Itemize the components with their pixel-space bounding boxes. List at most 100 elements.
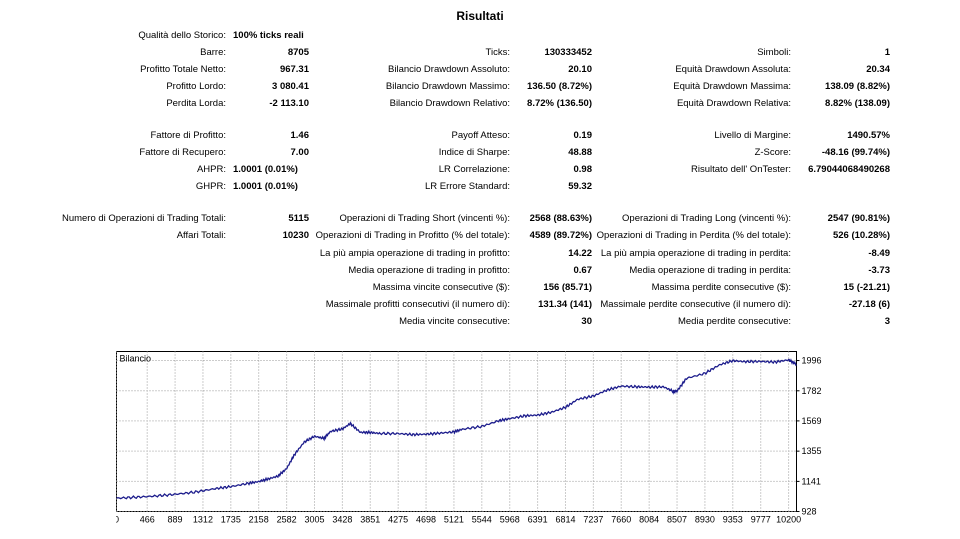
y-tick-label: 1569 [802, 416, 822, 426]
chart-title: Bilancio [120, 354, 152, 364]
y-tick-label: 1996 [802, 356, 822, 366]
stat-value: 136.50 (8.72%) [527, 81, 592, 92]
stat-value: 131.34 (141) [538, 299, 592, 310]
x-tick-label: 0 [116, 515, 119, 525]
y-tick-label: 1355 [802, 446, 822, 456]
stat-value: 1.0001 (0.01%) [233, 164, 298, 175]
stat-value: -48.16 (99.74%) [821, 147, 890, 158]
stat-label: Bilancio Drawdown Assoluto: [388, 64, 510, 75]
stat-value: 130333452 [544, 47, 592, 58]
x-tick-label: 6391 [528, 515, 548, 525]
stat-value: 8705 [287, 47, 309, 58]
stat-label: Equità Drawdown Relativa: [676, 98, 791, 109]
stat-value: 48.88 [568, 147, 592, 158]
x-tick-label: 10200 [776, 515, 801, 525]
stat-label: Equità Drawdown Massima: [673, 81, 791, 92]
x-tick-label: 9777 [751, 515, 771, 525]
x-tick-label: 3005 [304, 515, 324, 525]
stat-label: Media operazione di trading in perdita: [629, 265, 791, 276]
stat-label: LR Correlazione: [438, 164, 510, 175]
stat-label: Equità Drawdown Assoluta: [675, 64, 791, 75]
stat-value: 20.10 [568, 64, 592, 75]
stat-label: Risultato dell' OnTester: [690, 164, 791, 175]
stat-value: 156 (85.71) [543, 282, 592, 293]
stat-value: 7.00 [290, 147, 310, 158]
x-tick-label: 5968 [500, 515, 520, 525]
x-tick-label: 1735 [221, 515, 241, 525]
stat-value: 10230 [282, 230, 309, 241]
x-tick-label: 3428 [332, 515, 352, 525]
stat-label: AHPR: [196, 164, 226, 175]
stat-label: Perdita Lorda: [166, 98, 226, 109]
stat-value: 0.98 [573, 164, 593, 175]
stat-value: 4589 (89.72%) [529, 230, 592, 241]
stat-value: 59.32 [568, 181, 592, 192]
stat-value: 30 [581, 316, 592, 327]
stat-value: -3.73 [868, 265, 890, 276]
stat-value: 138.09 (8.82%) [825, 81, 890, 92]
stat-value: 967.31 [279, 64, 309, 75]
stat-label: Massimale perdite consecutive (il numero… [600, 299, 791, 310]
stat-label: Operazioni di Trading Short (vincenti %)… [339, 213, 510, 224]
balance-series-line [116, 358, 797, 500]
stat-value: -8.49 [868, 248, 890, 259]
stat-label: Affari Totali: [176, 230, 226, 241]
stat-label: Massima perdite consecutive ($): [651, 282, 791, 293]
stat-value: 0.19 [573, 130, 593, 141]
x-tick-label: 7237 [583, 515, 603, 525]
stat-label: Media vincite consecutive: [399, 316, 510, 327]
stat-label: Payoff Atteso: [451, 130, 510, 141]
stat-label: Indice di Sharpe: [438, 147, 510, 158]
stat-label: Fattore di Profitto: [150, 130, 226, 141]
stat-value: -27.18 (6) [848, 299, 890, 310]
stat-label: Media perdite consecutive: [677, 316, 791, 327]
x-tick-label: 466 [140, 515, 155, 525]
stat-label: Bilancio Drawdown Massimo: [385, 81, 510, 92]
stat-label: Profitto Totale Netto: [140, 64, 226, 75]
stat-value: 0.67 [573, 265, 593, 276]
x-tick-label: 8084 [639, 515, 659, 525]
stat-label: LR Errore Standard: [424, 181, 510, 192]
stat-label: Operazioni di Trading in Profitto (% del… [315, 230, 510, 241]
stat-value: 6.79044068490268 [808, 164, 890, 175]
stat-label: La più ampia operazione di trading in pe… [600, 248, 791, 259]
stat-label: Z-Score: [754, 147, 791, 158]
x-tick-label: 1312 [193, 515, 213, 525]
balance-chart: 0 466 889 1312 1735 2158 2582 3005 3428 3851 4275 4… [116, 351, 826, 531]
stat-value: 15 (-21.21) [843, 282, 890, 293]
x-tick-label: 6814 [555, 515, 575, 525]
report-title: Risultati [456, 9, 504, 23]
stat-label: Profitto Lordo: [166, 81, 226, 92]
stat-label: Massima vincite consecutive ($): [372, 282, 510, 293]
stat-value: 2547 (90.81%) [827, 213, 890, 224]
stat-label: Livello di Margine: [714, 130, 791, 141]
stat-label: Massimale profitti consecutivi (il numer… [325, 299, 510, 310]
stat-value: 3 [884, 316, 890, 327]
x-tick-label: 2582 [277, 515, 297, 525]
x-tick-label: 8930 [695, 515, 715, 525]
stat-value: 5115 [288, 213, 309, 224]
balance-chart-svg: 0 466 889 1312 1735 2158 2582 3005 3428 3851 4275 4… [116, 351, 822, 525]
stat-label: Bilancio Drawdown Relativo: [389, 98, 510, 109]
stat-label: Media operazione di trading in profitto: [348, 265, 510, 276]
x-tick-label: 4275 [388, 515, 408, 525]
x-tick-label: 5544 [472, 515, 492, 525]
stat-value: -2 113.10 [269, 98, 309, 109]
stat-label: GHPR: [195, 181, 226, 192]
stat-value: 1 [884, 47, 890, 58]
x-tick-label: 2158 [249, 515, 269, 525]
x-tick-label: 9353 [723, 515, 743, 525]
stat-value: 1.0001 (0.01%) [233, 181, 298, 192]
stat-label: Operazioni di Trading in Perdita (% del … [596, 230, 791, 241]
y-tick-label: 928 [802, 507, 817, 517]
stat-value: 20.34 [866, 64, 890, 75]
stat-value: 3 080.41 [272, 81, 309, 92]
history-quality-value: 100% ticks reali [233, 30, 304, 41]
y-tick-label: 1141 [802, 476, 821, 486]
x-tick-label: 5121 [444, 515, 464, 525]
stat-value: 1490.57% [847, 130, 890, 141]
stat-value: 2568 (88.63%) [529, 213, 592, 224]
x-tick-label: 3851 [360, 515, 380, 525]
stat-value: 1.46 [290, 130, 310, 141]
stat-label: Simboli: [757, 47, 791, 58]
